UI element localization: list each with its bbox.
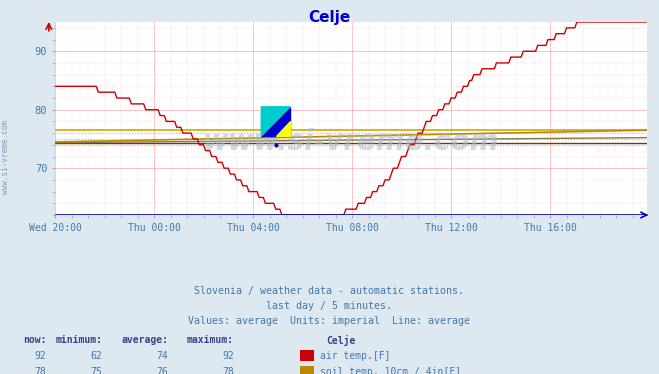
Text: air temp.[F]: air temp.[F] <box>320 351 390 361</box>
Text: 75: 75 <box>90 367 102 374</box>
Text: 76: 76 <box>156 367 168 374</box>
Text: 78: 78 <box>34 367 46 374</box>
Text: 62: 62 <box>90 351 102 361</box>
Text: 78: 78 <box>222 367 234 374</box>
Text: soil temp. 10cm / 4in[F]: soil temp. 10cm / 4in[F] <box>320 367 461 374</box>
Text: www.si-vreme.com: www.si-vreme.com <box>1 120 10 194</box>
Text: 92: 92 <box>34 351 46 361</box>
Text: now:: now: <box>22 335 46 345</box>
Text: last day / 5 minutes.: last day / 5 minutes. <box>266 301 393 311</box>
Text: 74: 74 <box>156 351 168 361</box>
Text: Celje: Celje <box>308 10 351 25</box>
Text: Slovenia / weather data - automatic stations.: Slovenia / weather data - automatic stat… <box>194 286 465 296</box>
Text: Values: average  Units: imperial  Line: average: Values: average Units: imperial Line: av… <box>188 316 471 326</box>
Text: Celje: Celje <box>326 335 356 346</box>
Text: 92: 92 <box>222 351 234 361</box>
Text: maximum:: maximum: <box>187 335 234 345</box>
Polygon shape <box>261 107 290 136</box>
Polygon shape <box>275 122 290 136</box>
Text: minimum:: minimum: <box>55 335 102 345</box>
Text: www.si-vreme.com: www.si-vreme.com <box>203 128 500 156</box>
Text: average:: average: <box>121 335 168 345</box>
Polygon shape <box>261 107 290 136</box>
